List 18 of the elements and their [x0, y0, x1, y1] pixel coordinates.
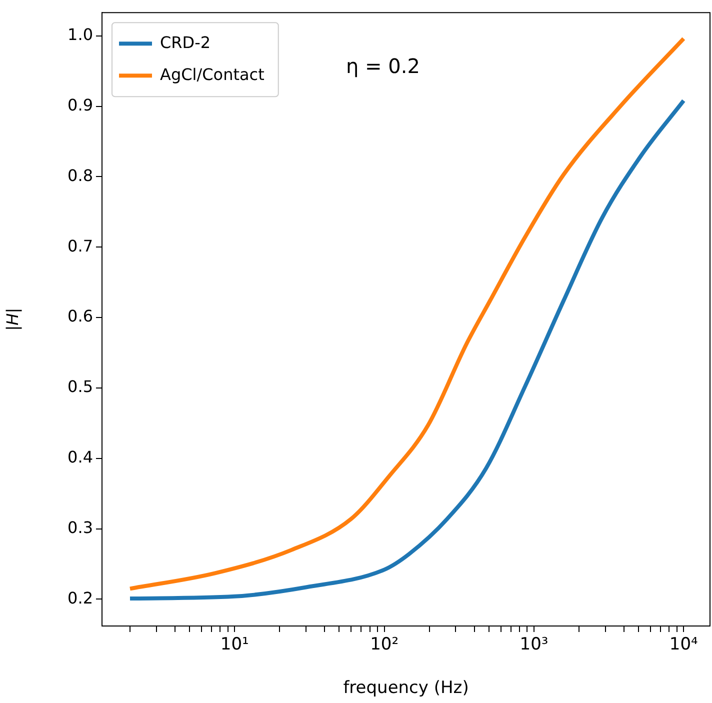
- y-tick-label: 0.3: [68, 518, 93, 537]
- x-axis-title: frequency (Hz): [343, 678, 469, 698]
- y-tick-label: 0.7: [68, 236, 93, 256]
- x-tick-label: 10³: [520, 634, 548, 655]
- y-tick-label: 0.8: [68, 166, 93, 185]
- x-tick-label: 10¹: [220, 634, 249, 655]
- legend-label: AgCl/Contact: [160, 64, 264, 84]
- y-axis-title: |H|: [2, 308, 22, 331]
- y-tick-label: 1.0: [68, 24, 93, 44]
- legend-label: CRD-2: [160, 32, 211, 52]
- y-tick-label: 0.5: [68, 377, 93, 396]
- annotation: η = 0.2: [346, 54, 420, 78]
- x-tick-label: 10²: [370, 634, 399, 655]
- y-tick-label: 0.4: [68, 448, 93, 467]
- x-tick-label: 10⁴: [669, 634, 698, 655]
- y-tick-label: 0.2: [68, 588, 93, 608]
- y-tick-label: 0.6: [68, 306, 93, 326]
- y-tick-label: 0.9: [68, 95, 93, 114]
